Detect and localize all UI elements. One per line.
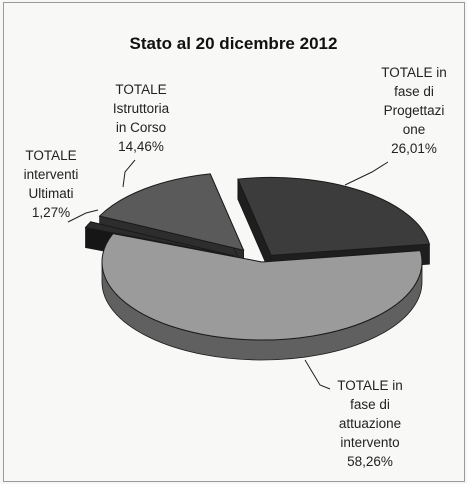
pie-slice-top <box>98 173 245 251</box>
leader-ultimati <box>67 209 99 223</box>
leader-attuazione <box>304 359 331 390</box>
pie-slice-top <box>101 233 423 341</box>
label-line: fase di <box>350 397 390 412</box>
pie-slice-top <box>84 221 235 257</box>
label-line: 26,01% <box>391 141 437 156</box>
label-line: in Corso <box>115 120 167 135</box>
label-attuazione: TOTALE in fase di attuazione intervento 58,2… <box>315 376 425 471</box>
label-line: one <box>402 122 426 137</box>
label-line: TOTALE in <box>381 65 447 80</box>
label-line: interventi <box>23 167 79 182</box>
label-line: fase di <box>394 84 434 99</box>
label-line: 58,26% <box>347 454 393 469</box>
label-line: 14,46% <box>118 139 164 154</box>
label-progettazione: TOTALE in fase di Progettazi one 26,01% <box>364 63 464 158</box>
label-line: attuazione <box>338 416 402 431</box>
pie-slice-1 <box>101 233 423 361</box>
label-line: TOTALE <box>115 82 167 97</box>
chart-title: Stato al 20 dicembre 2012 <box>129 34 338 53</box>
label-line: Progettazi <box>383 103 445 118</box>
label-line: Istruttoria <box>112 101 170 116</box>
label-line: 1,27% <box>31 205 71 220</box>
label-line: intervento <box>340 435 400 450</box>
pie-slice-top <box>237 176 431 256</box>
leader-istruttoria <box>122 159 136 188</box>
label-istruttoria: TOTALE Istruttoria in Corso 14,46% <box>101 80 181 156</box>
label-ultimati: TOTALE interventi Ultimati 1,27% <box>14 146 88 222</box>
label-line: TOTALE in <box>337 378 403 393</box>
leader-progettazione <box>344 161 389 186</box>
label-line: Ultimati <box>28 186 74 201</box>
label-line: TOTALE <box>25 148 77 163</box>
